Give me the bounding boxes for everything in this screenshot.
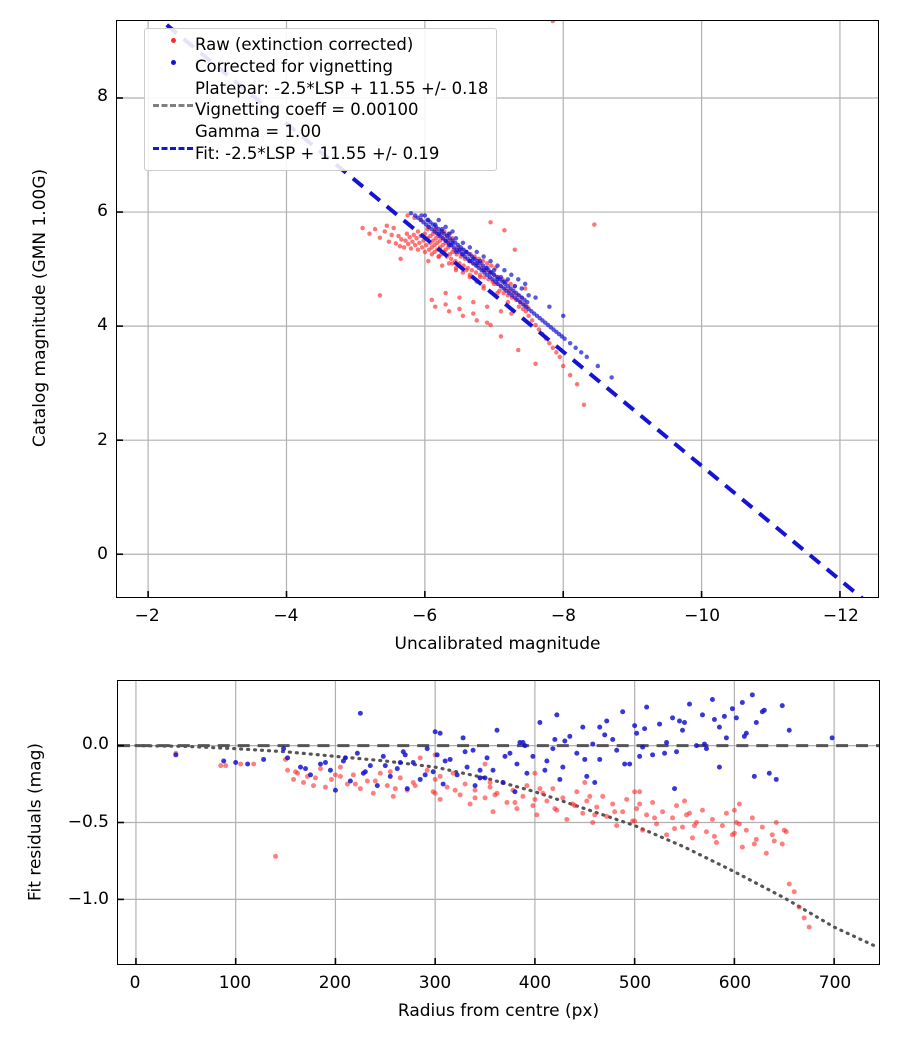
upper-y-axis-label: Catalog magnitude (GMN 1.00G) (30, 168, 50, 448)
upper-plot-legend: Raw (extinction corrected) Corrected for … (144, 28, 498, 171)
lower-x-tick: 400 (518, 973, 552, 993)
legend-blue-dot-icon (151, 59, 195, 65)
upper-y-tick: 2 (97, 429, 108, 450)
legend-label: Fit: -2.5*LSP + 11.55 +/- 0.19 (195, 143, 440, 163)
upper-y-tick: 6 (97, 200, 108, 221)
gray-dashed-line (153, 103, 193, 107)
legend-entry: Raw (extinction corrected) (151, 34, 488, 56)
upper-x-tick: −12 (822, 606, 859, 626)
legend-label: Platepar: -2.5*LSP + 11.55 +/- 0.18 Vign… (195, 78, 489, 142)
legend-entry: Platepar: -2.5*LSP + 11.55 +/- 0.18 Vign… (151, 78, 488, 143)
legend-gray-dashed-line-icon (151, 103, 195, 107)
residual-series (173, 750, 812, 930)
legend-label: Corrected for vignetting (195, 56, 393, 76)
residual-series (173, 692, 835, 795)
lower-y-tick: 0.0 (81, 734, 109, 755)
upper-x-tick: −8 (550, 606, 576, 626)
red-dot-marker (170, 38, 176, 43)
lower-x-tick: 500 (618, 973, 652, 993)
lower-y-tick: −1.0 (67, 888, 109, 909)
blue-dot-marker (170, 59, 176, 65)
upper-x-tick: −4 (273, 606, 299, 626)
lower-x-axis-label: Radius from centre (px) (397, 1001, 600, 1021)
lower-y-axis-label: Fit residuals (mag) (25, 742, 45, 901)
legend-label: Raw (extinction corrected) (195, 35, 414, 54)
upper-y-tick: 4 (97, 315, 108, 336)
lower-x-tick: 200 (318, 973, 352, 993)
lower-x-tick: 600 (718, 973, 752, 993)
scatter-series (408, 210, 614, 380)
upper-x-axis-label: Uncalibrated magnitude (394, 634, 601, 654)
lower-y-tick: −0.5 (67, 811, 109, 832)
upper-y-tick: 0 (97, 544, 108, 565)
legend-entry: Fit: -2.5*LSP + 11.55 +/- 0.19 (151, 143, 488, 165)
blue-dashed-line (153, 146, 193, 150)
legend-red-dot-icon (151, 38, 195, 43)
upper-x-tick: −10 (684, 606, 721, 626)
lower-x-tick: 700 (818, 973, 852, 993)
upper-x-tick: −6 (412, 606, 438, 626)
lower-plot-area (117, 680, 880, 965)
legend-entry: Corrected for vignetting (151, 56, 488, 78)
upper-plot-svg (117, 21, 878, 597)
upper-x-tick: −2 (134, 606, 160, 626)
legend-blue-dashed-line-icon (151, 146, 195, 150)
lower-x-tick: 300 (418, 973, 452, 993)
lower-x-tick: 100 (218, 973, 252, 993)
lower-plot-svg (118, 681, 879, 964)
lower-x-tick: 0 (129, 973, 141, 993)
upper-y-tick: 8 (97, 86, 108, 107)
